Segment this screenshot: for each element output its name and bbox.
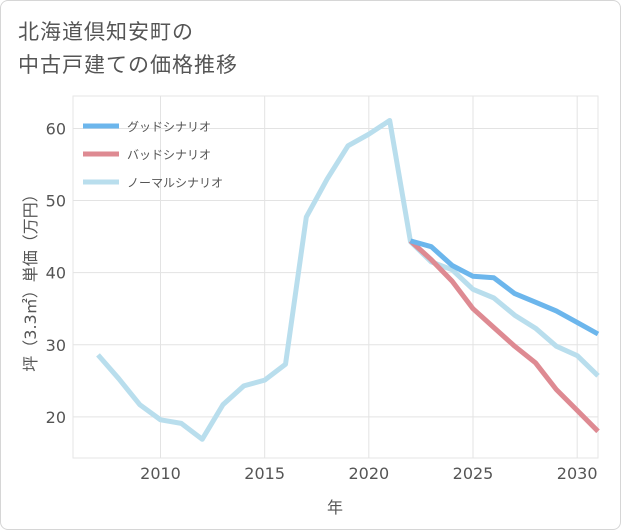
x-tick-label: 2010 <box>140 464 181 483</box>
legend-label-2: ノーマルシナリオ <box>127 176 223 190</box>
title-line-2: 中古戸建ての価格推移 <box>18 53 238 77</box>
x-tick-label: 2015 <box>244 464 285 483</box>
y-tick-label: 40 <box>46 264 66 283</box>
y-axis-ticks: 20 30 40 50 60 <box>46 119 66 426</box>
x-tick-label: 2020 <box>348 464 389 483</box>
series-line-1 <box>408 239 600 434</box>
series-line-2 <box>96 118 600 442</box>
x-axis-title: 年 <box>327 498 343 517</box>
y-tick-label: 30 <box>46 336 66 355</box>
y-axis-title: 坪（3.3㎡）単価（万円） <box>21 186 40 371</box>
x-axis-ticks: 2010 2015 2020 2025 2030 <box>140 464 597 483</box>
chart-title: 北海道倶知安町の 中古戸建ての価格推移 <box>18 16 238 82</box>
y-tick-label: 50 <box>46 192 66 211</box>
legend-label-0: グッドシナリオ <box>127 120 211 134</box>
x-tick-label: 2030 <box>557 464 598 483</box>
series-line-0 <box>409 238 600 337</box>
y-tick-label: 20 <box>46 408 66 427</box>
x-tick-label: 2025 <box>453 464 494 483</box>
y-tick-label: 60 <box>46 119 66 138</box>
legend-label-1: バッドシナリオ <box>127 148 211 162</box>
title-line-1: 北海道倶知安町の <box>18 20 194 44</box>
series-layer <box>96 118 600 442</box>
